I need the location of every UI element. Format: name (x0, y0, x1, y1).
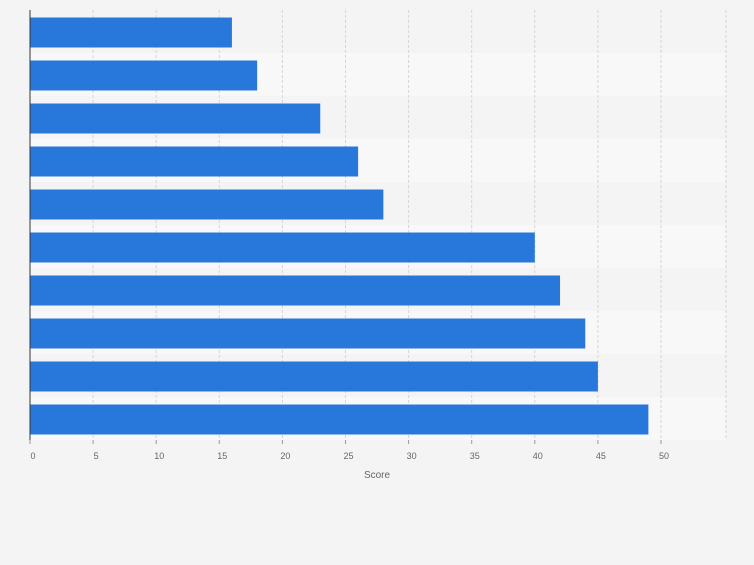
bar[interactable] (30, 404, 649, 435)
bar[interactable] (30, 17, 232, 48)
x-axis-label: Score (364, 470, 391, 481)
x-tick-label: 10 (154, 451, 164, 461)
x-tick-label: 20 (280, 451, 290, 461)
x-tick-label: 45 (596, 451, 606, 461)
bar[interactable] (30, 361, 598, 392)
bars-group (30, 17, 649, 435)
x-tick-label: 25 (343, 451, 353, 461)
x-axis-ticks: 0 5 10 15 20 25 30 35 40 45 50 (29, 440, 669, 461)
bar[interactable] (30, 146, 359, 177)
x-tick-label: 50 (659, 451, 669, 461)
x-tick-label: 30 (407, 451, 417, 461)
x-tick-label: 0 (30, 451, 35, 461)
bar[interactable] (30, 189, 384, 220)
bar[interactable] (30, 318, 586, 349)
bar[interactable] (30, 60, 258, 91)
x-tick-label: 40 (533, 451, 543, 461)
x-tick-label: 35 (470, 451, 480, 461)
bar[interactable] (30, 275, 561, 306)
x-tick-label: 15 (217, 451, 227, 461)
bar[interactable] (30, 232, 535, 263)
bar[interactable] (30, 103, 321, 134)
x-tick-label: 5 (94, 451, 99, 461)
